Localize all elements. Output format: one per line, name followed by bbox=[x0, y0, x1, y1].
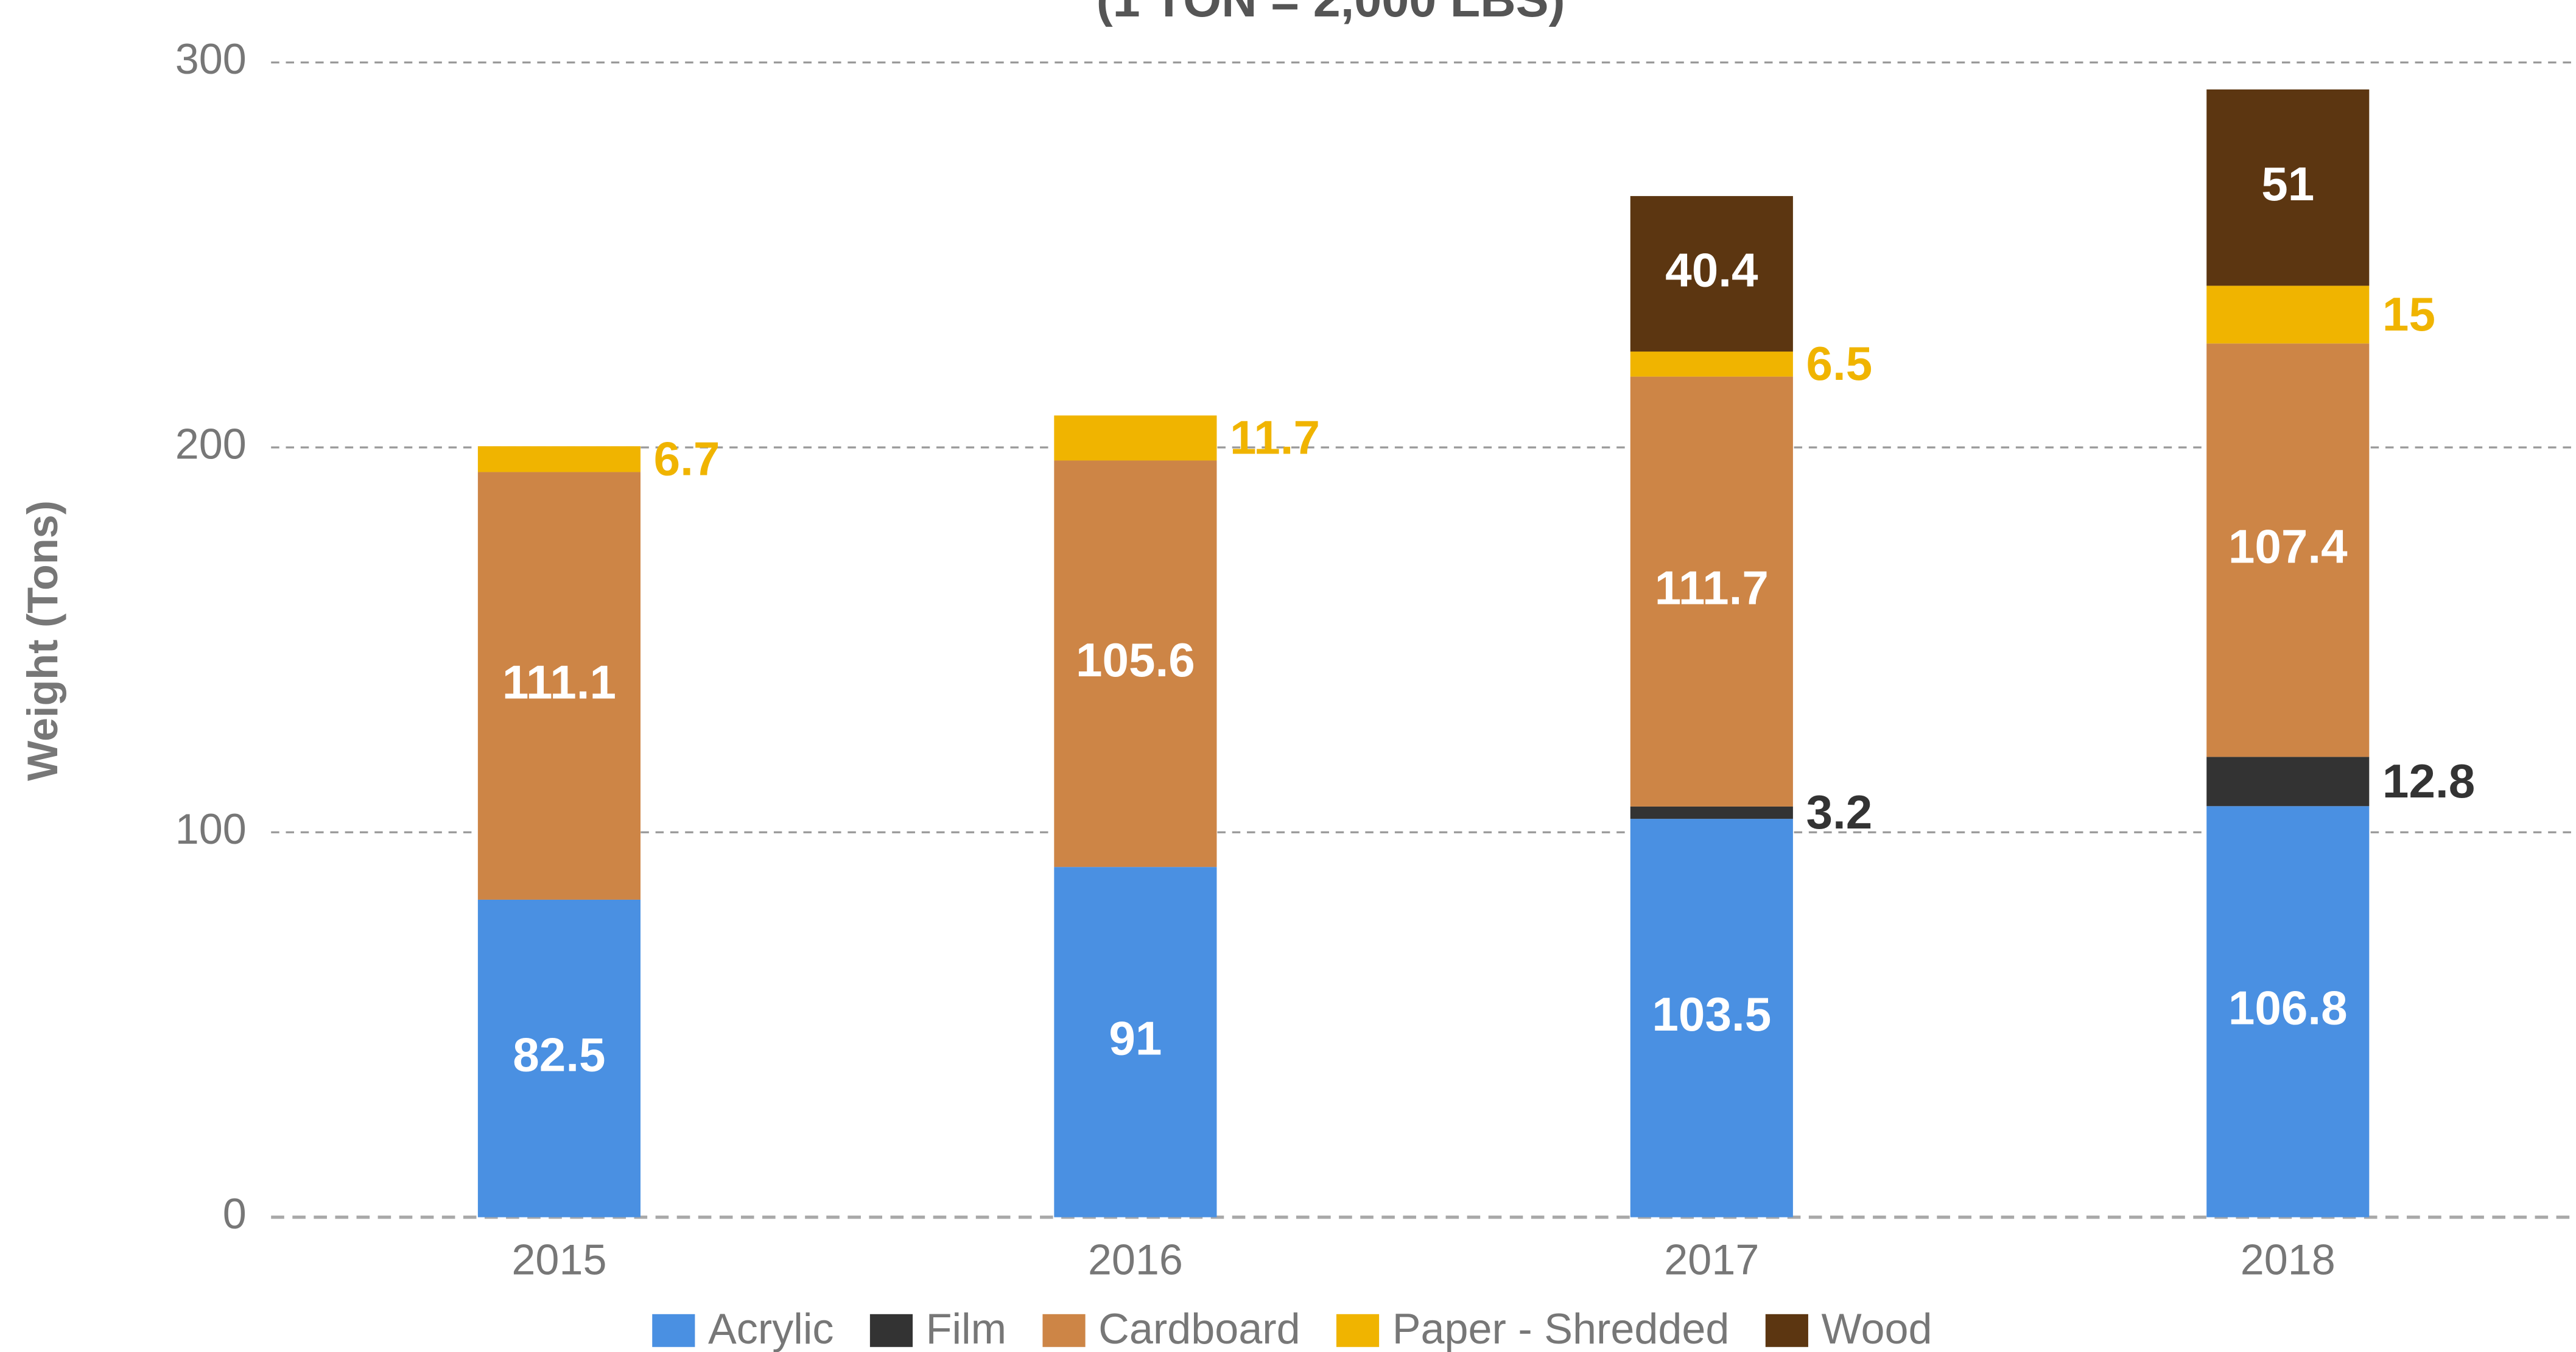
legend-label: Acrylic bbox=[708, 1305, 834, 1352]
bar-segment bbox=[1054, 460, 1217, 867]
data-label: 3.2 bbox=[1806, 785, 1872, 839]
y-axis-label: Weight (Tons) bbox=[18, 500, 66, 781]
bar-segment bbox=[477, 472, 641, 900]
data-label: 105.6 bbox=[1076, 633, 1195, 687]
legend-label: Cardboard bbox=[1098, 1305, 1300, 1352]
data-label: 107.4 bbox=[2228, 519, 2348, 573]
data-label: 15 bbox=[2382, 287, 2435, 341]
bar-segment bbox=[1054, 867, 1217, 1217]
bar-segment bbox=[2206, 285, 2370, 344]
legend-label: Film bbox=[926, 1305, 1006, 1352]
bar-segment bbox=[477, 899, 641, 1217]
y-tick-label: 100 bbox=[175, 805, 247, 853]
data-label: 111.7 bbox=[1655, 561, 1769, 614]
data-label: 103.5 bbox=[1652, 987, 1771, 1041]
legend-swatch bbox=[652, 1314, 695, 1347]
y-tick-label: 200 bbox=[175, 420, 247, 468]
bar-segment bbox=[1054, 415, 1217, 461]
bar-segment bbox=[1630, 806, 1793, 819]
y-tick-label: 0 bbox=[223, 1189, 247, 1238]
bar-segment bbox=[1630, 819, 1793, 1217]
x-tick-label: 2015 bbox=[511, 1236, 606, 1284]
legend-label: Paper - Shredded bbox=[1392, 1305, 1730, 1352]
x-tick-label: 2018 bbox=[2241, 1236, 2336, 1284]
bar-segment bbox=[2206, 89, 2370, 286]
data-label: 82.5 bbox=[513, 1028, 605, 1081]
data-label: 40.4 bbox=[1665, 243, 1758, 296]
legend-swatch bbox=[869, 1314, 913, 1347]
legend-label: Wood bbox=[1822, 1305, 1932, 1352]
x-tick-label: 2016 bbox=[1088, 1236, 1183, 1284]
bar-segment bbox=[2206, 757, 2370, 807]
legend-swatch bbox=[1042, 1314, 1086, 1347]
legend-swatch bbox=[1765, 1314, 1808, 1347]
bar-segment bbox=[1630, 196, 1793, 352]
data-label: 12.8 bbox=[2382, 754, 2475, 808]
data-label: 6.7 bbox=[654, 432, 720, 485]
bar-segment bbox=[477, 446, 641, 472]
bar-segment bbox=[1630, 376, 1793, 807]
data-label: 51 bbox=[2261, 157, 2314, 211]
data-label: 11.7 bbox=[1230, 411, 1320, 464]
x-tick-label: 2017 bbox=[1664, 1236, 1759, 1284]
data-label: 6.5 bbox=[1806, 337, 1872, 390]
data-label: 91 bbox=[1109, 1012, 1162, 1065]
data-label: 111.1 bbox=[502, 655, 616, 709]
bar-segment bbox=[2206, 343, 2370, 757]
legend-swatch bbox=[1336, 1314, 1380, 1347]
data-label: 106.8 bbox=[2228, 981, 2348, 1035]
bar-segment bbox=[1630, 351, 1793, 377]
y-tick-label: 300 bbox=[175, 35, 247, 83]
chart-title: (1 TON = 2,000 LBS) bbox=[1097, 0, 1565, 27]
bar-segment bbox=[2206, 806, 2370, 1217]
